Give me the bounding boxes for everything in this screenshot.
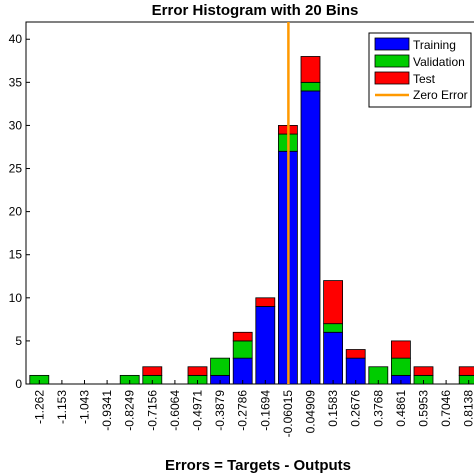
bar-training-13 [323,331,344,385]
bar-test-19 [458,366,474,376]
x-tick-label: -0.3879 [213,390,227,431]
x-tick-label: 0.3768 [371,390,385,427]
legend: Training Validation Test Zero Error [368,32,472,108]
y-tick-label: 10 [9,291,23,305]
bar-test-9 [232,331,253,342]
x-tick-label: -1.153 [55,390,69,424]
x-tick-label: -0.2786 [236,390,250,431]
y-tick-label: 30 [9,118,23,132]
x-tick-label: 0.7046 [439,390,453,427]
x-tick-label: 0.04909 [304,390,318,434]
x-tick-label: -0.7156 [145,390,159,431]
x-tick-label: -1.043 [78,390,92,424]
legend-label-training: Training [413,38,456,52]
x-tick-label: -0.06015 [281,390,295,438]
y-tick-label: 25 [9,162,23,176]
bar-validation-9 [232,340,253,359]
x-tick-label: 0.8138 [462,390,474,427]
plot-area: 0 5 10 15 20 25 30 35 40 -1.262 -1.153 -1.043 -0.934… [9,21,474,438]
x-tick-label: 0.5953 [417,390,431,427]
bar-training-10 [255,306,276,385]
y-tick-label: 40 [9,32,23,46]
legend-label-zero-error: Zero Error [413,88,468,102]
bar-validation-13 [323,323,344,333]
x-tick-label: -0.9341 [100,390,114,431]
legend-swatch-training [374,37,410,51]
x-tick-label: -0.6064 [168,390,182,431]
x-tick-label: -0.1694 [258,390,272,431]
legend-swatch-test [374,71,410,85]
bar-validation-19 [458,374,474,385]
bar-test-5 [142,366,163,376]
legend-swatch-validation [374,54,410,68]
bar-test-10 [255,297,276,307]
chart-title: Error Histogram with 20 Bins [152,2,359,19]
bar-validation-8 [210,357,231,376]
bar-training-12 [300,90,321,385]
bar-validation-12 [300,81,321,92]
bar-test-13 [323,280,344,325]
y-tick-label: 15 [9,248,23,262]
y-tick-label: 35 [9,75,23,89]
x-tick-label: 0.1583 [326,390,340,427]
bar-test-17 [413,366,434,376]
bar-test-7 [187,366,208,376]
bar-test-14 [345,349,366,359]
x-tick-label: -0.4971 [191,390,205,431]
bar-test-16 [390,340,411,359]
legend-label-validation: Validation [413,55,465,69]
bar-validation-16 [390,357,411,376]
x-tick-label: -0.8249 [123,390,137,431]
y-tick-label: 20 [9,205,23,219]
x-tick-label: -1.262 [32,390,46,424]
x-tick-label: 0.4861 [394,390,408,427]
bar-test-12 [300,56,321,83]
x-tick-label: 0.2676 [349,390,363,427]
y-tick-label: 5 [15,334,22,348]
y-tick-label: 0 [15,377,22,391]
x-axis-label: Errors = Targets - Outputs [165,457,351,474]
legend-label-test: Test [413,72,436,86]
